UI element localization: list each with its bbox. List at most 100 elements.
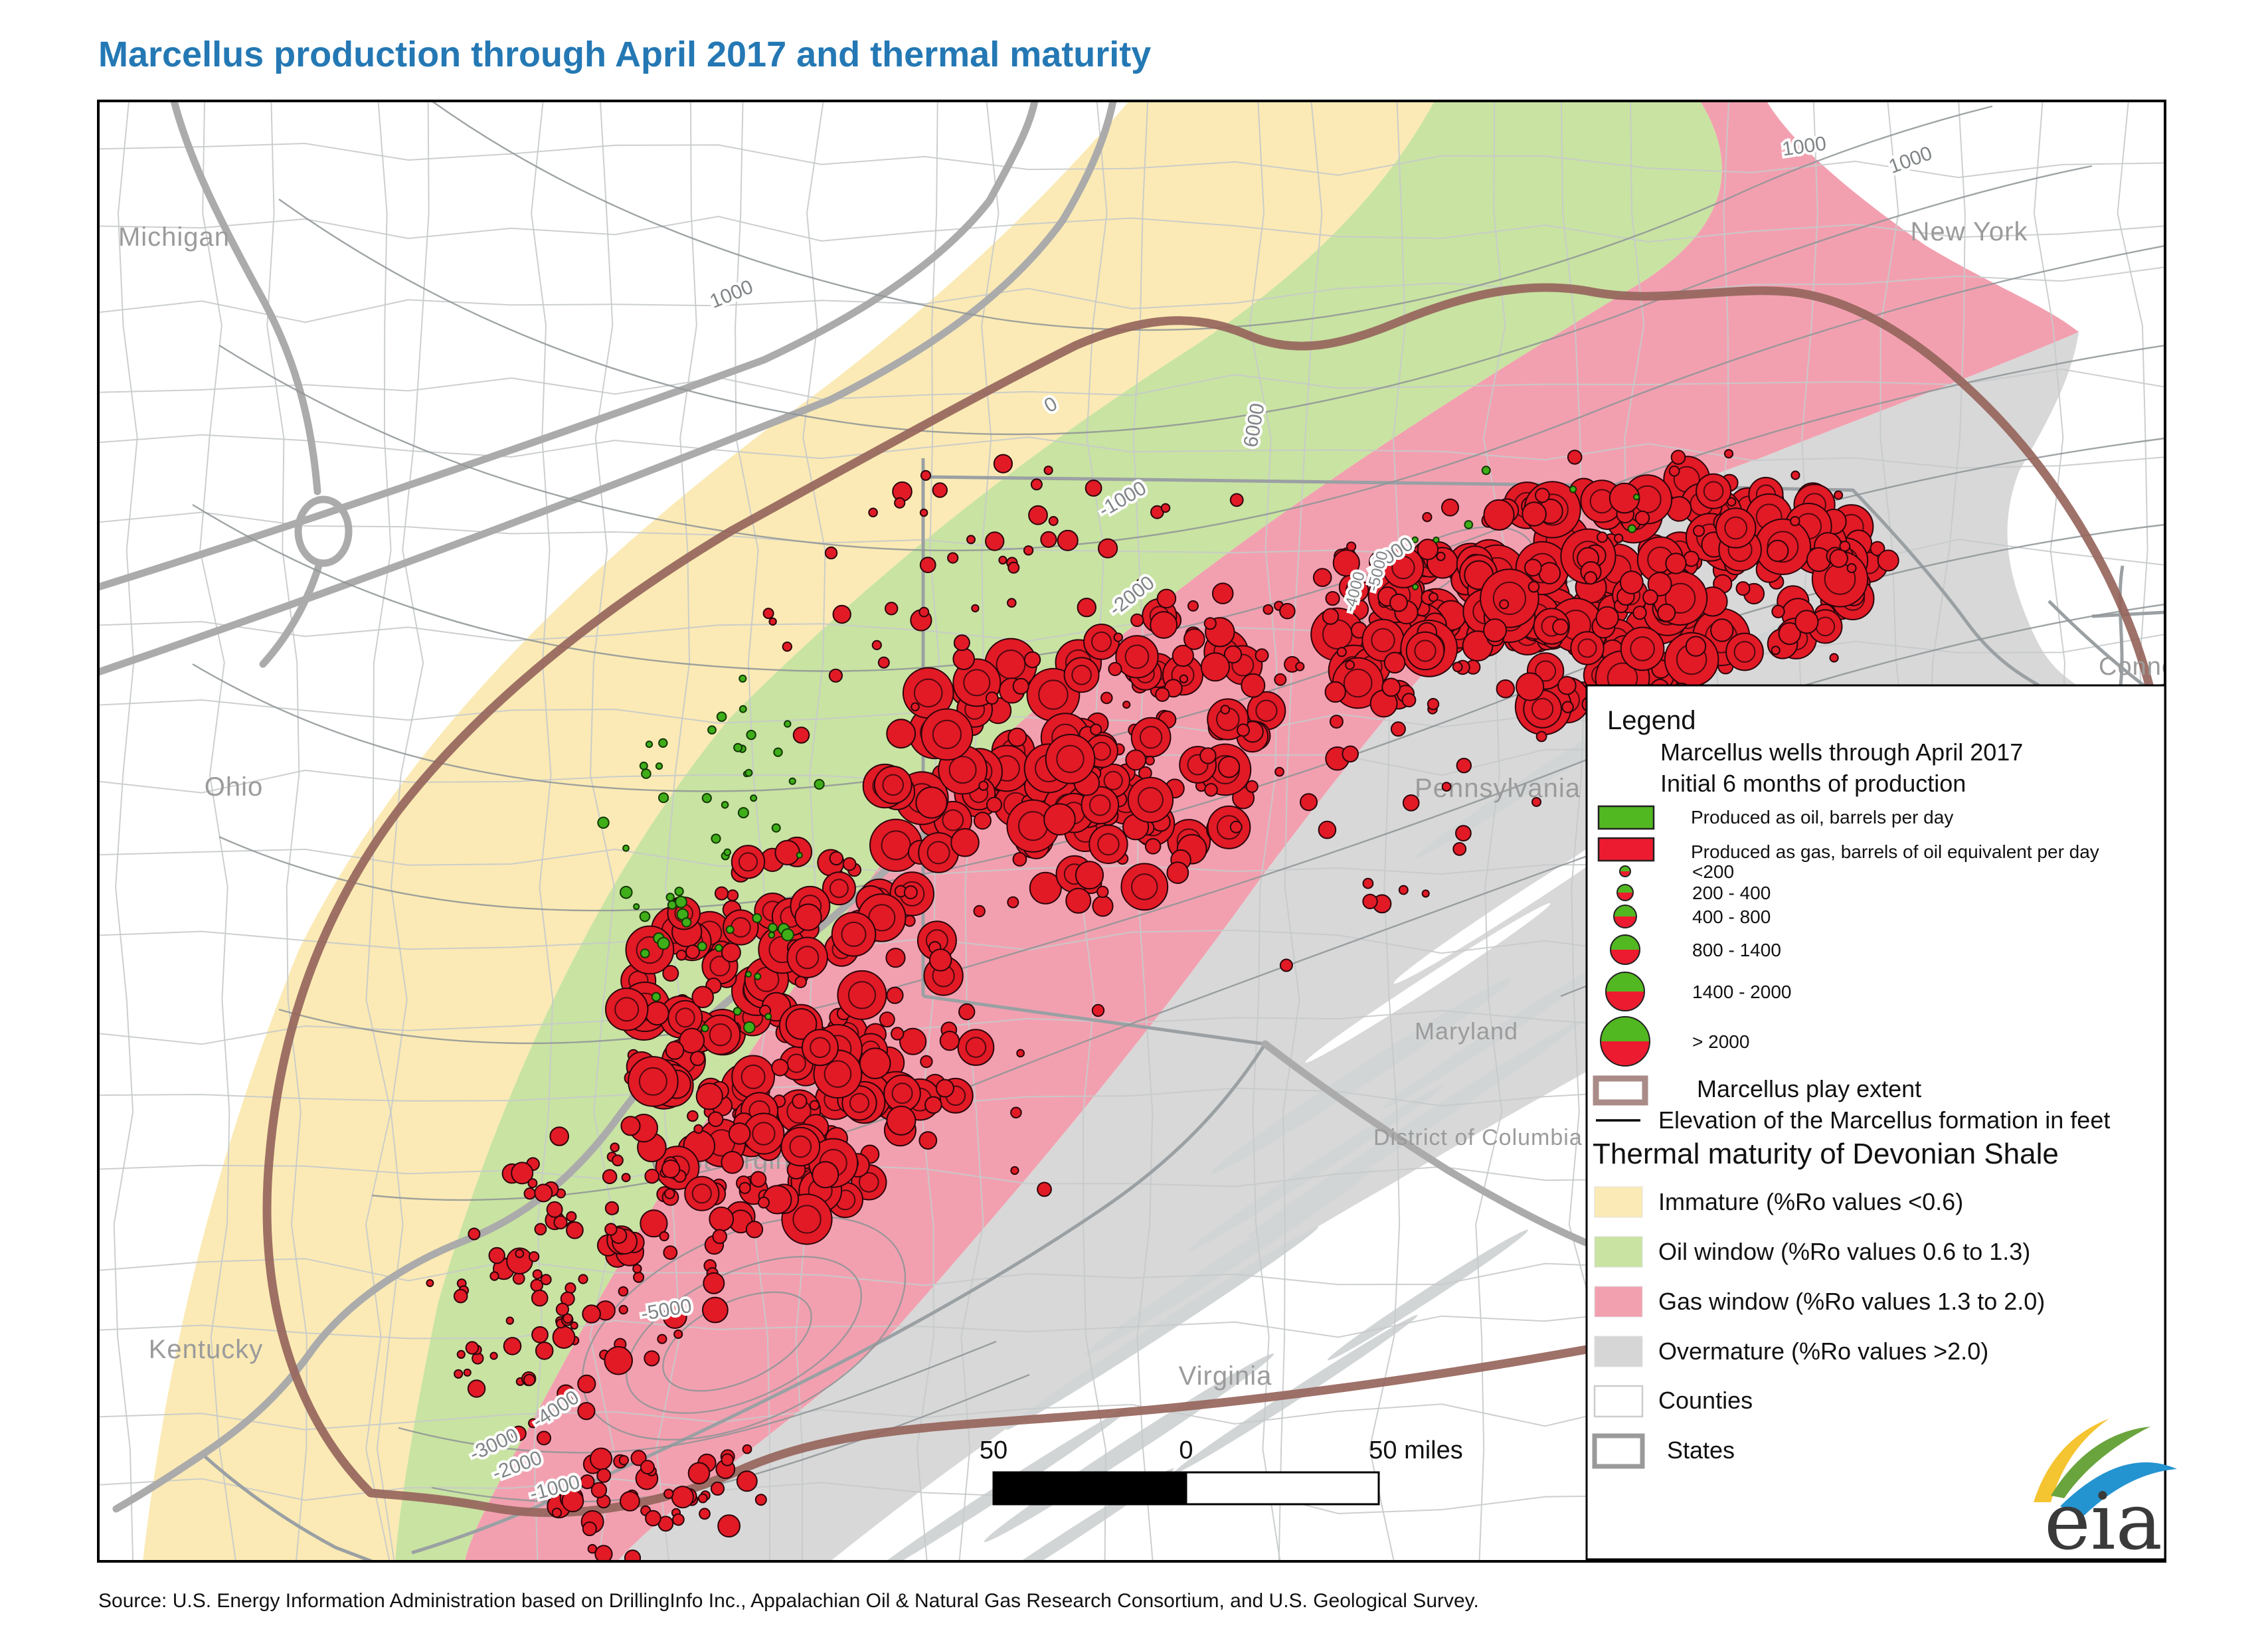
county-line [365,101,392,1561]
gas-well [703,1272,725,1294]
legend-size-label: > 2000 [1692,1031,1749,1052]
gas-well-ring [638,1067,667,1096]
county-line [1249,101,1281,1561]
gas-well [1115,635,1159,679]
gas-well [762,608,774,620]
gas-well [1496,679,1516,699]
gas-well [664,1188,675,1199]
gas-well [552,1326,576,1349]
gas-well-ring [1371,628,1395,653]
gas-well [587,1543,598,1554]
gas-well [1203,617,1217,630]
oil-well [733,742,743,752]
state-border [922,994,1266,1046]
oil-well [1633,493,1640,501]
gas-well [1329,715,1344,729]
gas-well [731,845,766,879]
oil-well [1464,520,1474,529]
legend-size-circle-bottom [1611,950,1640,964]
eia-logo-green-swoosh [2051,1427,2150,1498]
gas-well [620,1116,641,1136]
scale-bar-black-half [992,1471,1187,1506]
legend-size-circle-top [1614,905,1636,916]
gas-well [632,1264,642,1274]
gas-well [534,1183,553,1203]
immature-band [143,101,1435,1561]
gas-well-ring [1664,582,1696,614]
gas-well [1557,675,1577,695]
gas-well [973,905,986,918]
gas-well [628,1056,679,1107]
gas-well [1332,549,1360,577]
gas-well [537,1431,551,1446]
scale-left-label: 50 [980,1436,1007,1464]
legend-states-swatch [1592,1433,1645,1469]
gas-well [1136,578,1146,588]
gas-well [1200,652,1231,682]
oil-well [711,833,721,844]
legend-size-circle-top [1601,1017,1650,1041]
gas-well-ring [841,921,867,947]
gas-well [1620,626,1665,671]
gas-well [939,1031,960,1051]
gas-well-ring [691,1183,712,1204]
gas-well [551,1508,563,1518]
gas-well-ring [1733,641,1756,663]
oil-well [639,761,648,770]
gas-well [1223,645,1243,664]
legend-size-circle-bottom [1617,893,1633,901]
gas-well [1028,505,1048,525]
legend-oil-label: Produced as oil, barrels per day [1691,807,1953,827]
gas-well [792,1093,808,1109]
gas-well [792,727,810,744]
gas-well [1096,885,1109,899]
gas-well [1172,644,1194,667]
gas-well [1480,568,1539,628]
scale-bar-white-half [1185,1471,1380,1506]
gas-well [1381,677,1401,697]
gas-well [1456,758,1472,774]
gas-well [1029,871,1062,905]
legend-size-circle-top [1617,885,1633,893]
gas-well [924,1096,942,1114]
gas-well [697,1493,708,1504]
gas-well [1685,636,1707,657]
gas-well [1619,570,1644,594]
gas-well [503,1337,522,1355]
oil-well [674,887,684,897]
gas-well [1295,661,1305,671]
gas-well [1499,599,1510,610]
gas-well [1829,653,1839,663]
gas-well-ring [1492,581,1526,616]
gas-well [1043,466,1053,476]
legend-size-circle-outline [1613,905,1637,928]
gas-well [1207,805,1251,849]
state-label-ohio: Ohio [205,772,264,802]
gas-well [721,1453,734,1466]
shoreline-river [170,101,321,495]
gas-well [1390,721,1406,737]
oil-well [639,911,651,922]
legend-oil-swatch [1597,805,1655,830]
gas-well [657,1334,667,1344]
oil-well [701,1024,709,1033]
gas-well [700,1014,741,1055]
legend-thermal-label: Oil window (%Ro values 0.6 to 1.3) [1658,1238,2030,1265]
gas-well [624,1549,642,1561]
source-note: Source: U.S. Energy Information Administ… [98,1590,1479,1612]
gas-well [1279,958,1293,972]
gas-well [1634,510,1650,526]
gas-well [1120,863,1169,911]
gas-well [1217,756,1241,778]
gas-well [699,1508,711,1520]
gas-well-ring [913,678,943,708]
legend-thermal-swatch [1594,1286,1643,1318]
gas-well [577,1402,596,1421]
gas-well [1614,533,1624,543]
gas-well [712,1229,727,1245]
oil-well [1481,466,1491,476]
gas-well [742,1444,752,1454]
oil-well [620,885,633,899]
gas-well [454,1369,464,1379]
oil-well [701,793,712,804]
